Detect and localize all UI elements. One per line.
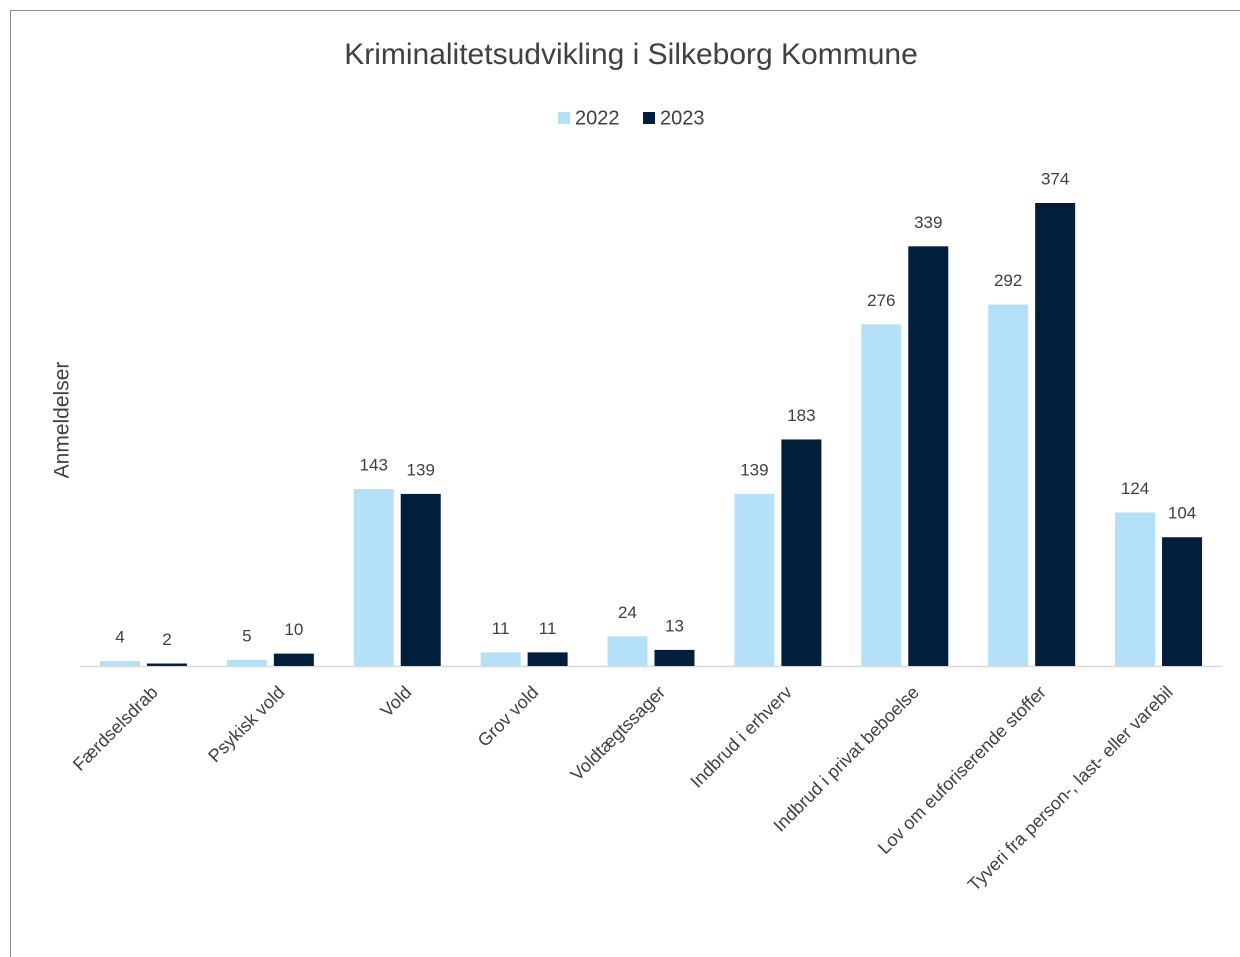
bar <box>1115 512 1156 666</box>
data-label: 10 <box>284 620 303 639</box>
bar <box>607 636 648 666</box>
data-label: 276 <box>867 291 895 310</box>
bar <box>146 663 187 666</box>
chart-title: Kriminalitetsudvikling i Silkeborg Kommu… <box>344 38 918 71</box>
data-label: 139 <box>407 460 435 479</box>
bar <box>226 659 267 666</box>
legend-swatch <box>643 112 655 124</box>
data-label: 183 <box>787 406 815 425</box>
data-label: 2 <box>162 630 171 649</box>
bar <box>654 649 695 666</box>
legend-label: 2022 <box>575 107 620 129</box>
bar <box>1162 537 1203 666</box>
data-label: 11 <box>492 619 510 638</box>
data-label: 13 <box>665 616 684 635</box>
data-label: 104 <box>1168 504 1196 523</box>
data-label: 374 <box>1041 169 1069 188</box>
bar <box>861 324 902 666</box>
data-label: 4 <box>115 628 124 647</box>
data-label: 139 <box>740 460 768 479</box>
bar <box>480 652 521 666</box>
bar <box>908 246 949 667</box>
data-label: 24 <box>618 603 637 622</box>
legend-swatch <box>558 112 570 124</box>
bar <box>734 493 775 666</box>
bar <box>99 661 140 666</box>
bar <box>781 439 822 666</box>
bar <box>1035 203 1076 666</box>
bar <box>527 652 568 666</box>
chart-border <box>10 10 1240 957</box>
bar <box>988 304 1029 666</box>
bar <box>353 488 394 666</box>
y-axis-label: Anmeldelser <box>51 362 74 479</box>
data-label: 5 <box>242 626 251 645</box>
data-label: 11 <box>539 619 557 638</box>
bar <box>273 653 314 666</box>
data-label: 339 <box>914 213 942 232</box>
data-label: 292 <box>994 271 1022 290</box>
data-label: 143 <box>360 455 388 474</box>
data-label: 124 <box>1121 479 1149 498</box>
bar <box>400 493 441 666</box>
legend-label: 2023 <box>660 107 705 129</box>
